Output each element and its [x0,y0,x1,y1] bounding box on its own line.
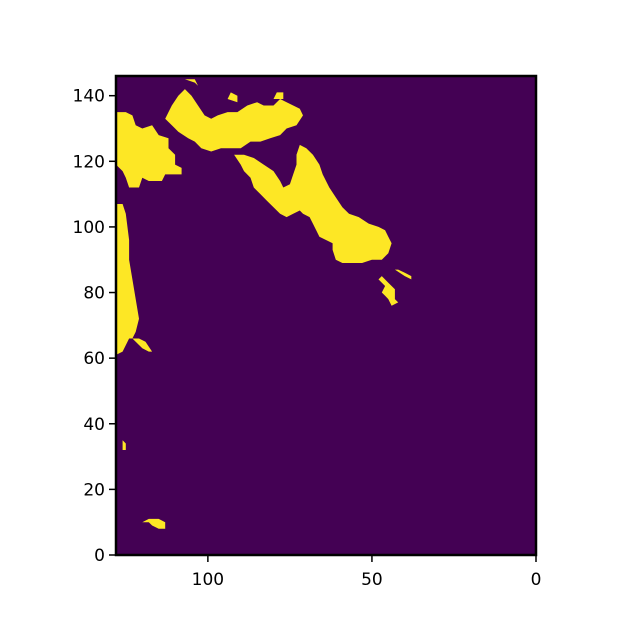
region-north-dot-b [227,92,238,103]
plot-background [116,76,536,555]
region-top-left-block [116,112,182,188]
region-northeast-dot [273,92,284,99]
region-small-south-dot [122,440,126,450]
region-small-east-island [378,276,399,306]
region-left-coast-strip [116,204,153,355]
x-tick-label: 0 [531,570,542,590]
x-tick-label: 50 [361,570,383,590]
plot-frame [114,74,538,557]
y-tick-label: 0 [94,546,105,566]
region-tiny-east-islet [394,269,412,280]
y-tick-label: 40 [83,415,105,435]
region-top-center-band [165,89,303,152]
region-small-bottom-blob [142,518,166,529]
region-diagonal-island [234,144,392,263]
y-tick-label: 100 [73,218,105,238]
y-tick-label: 80 [83,284,105,304]
y-tick-label: 20 [83,480,105,500]
y-tick-label: 60 [83,349,105,369]
x-axis: 100 50 0 [192,555,542,590]
x-tick-label: 100 [192,570,224,590]
foreground-regions [116,79,412,529]
region-north-dot-a [184,79,198,86]
y-tick-label: 120 [73,152,105,172]
y-tick-label: 140 [73,87,105,107]
y-axis: 0 20 40 60 80 100 120 140 [73,87,116,566]
